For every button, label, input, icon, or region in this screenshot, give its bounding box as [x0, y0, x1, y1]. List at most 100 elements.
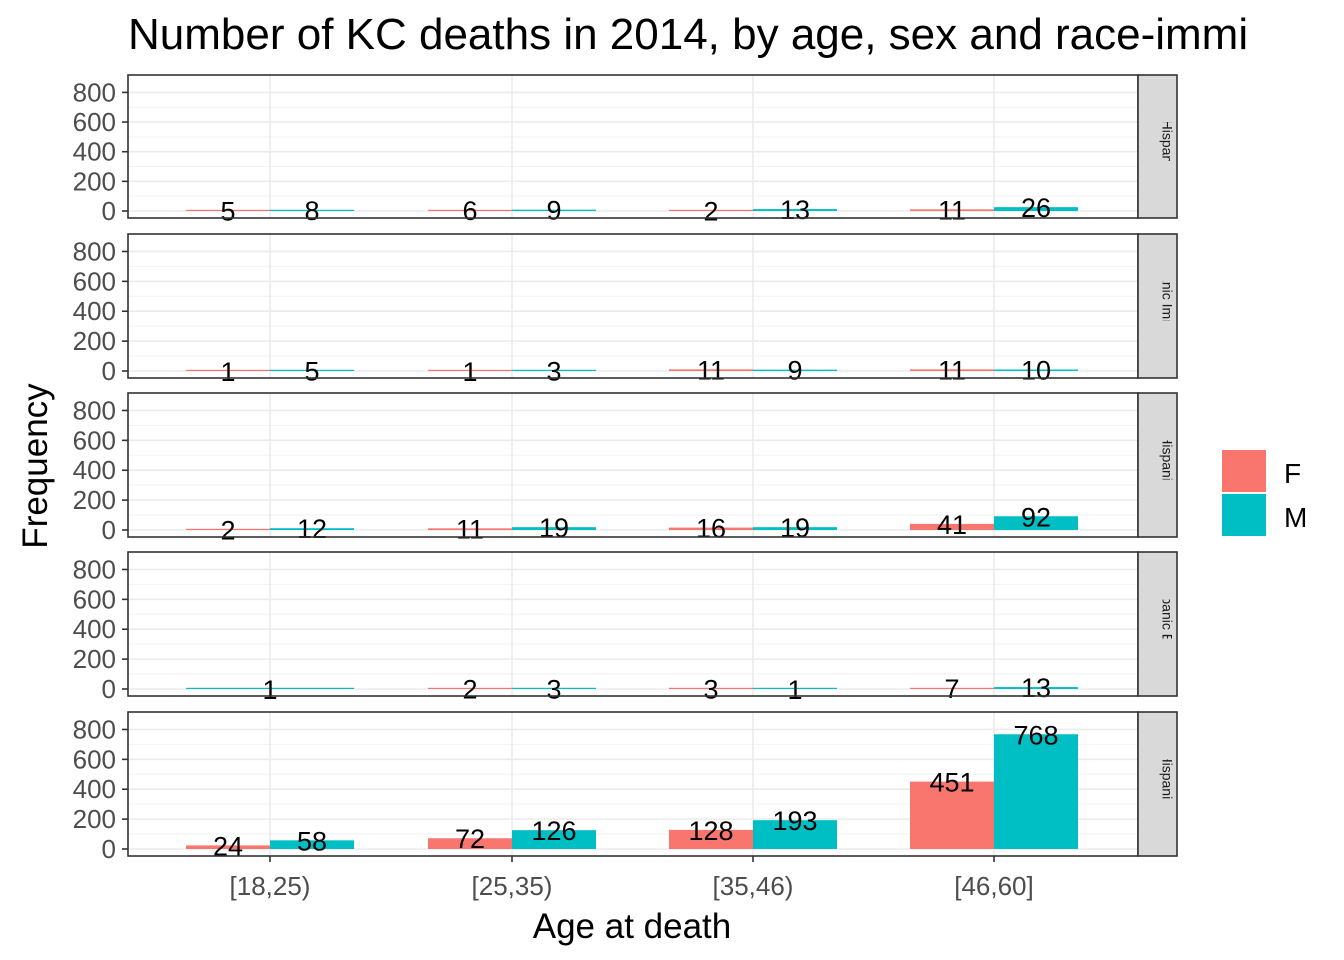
data-label: 41 [937, 510, 967, 540]
data-label: 19 [780, 513, 810, 543]
x-tick-label: [35,46) [713, 871, 794, 901]
bar-m [270, 840, 354, 849]
y-tick-label: 0 [102, 515, 116, 545]
y-tick-label: 200 [73, 644, 116, 674]
y-tick-label: 200 [73, 485, 116, 515]
data-label: 8 [304, 196, 319, 226]
data-label: 2 [703, 197, 718, 227]
y-tick-label: 800 [73, 236, 116, 266]
y-tick-label: 600 [73, 107, 116, 137]
bar-f [910, 369, 994, 371]
bar-m [512, 369, 596, 371]
facet-strip [1137, 74, 1178, 219]
bar-f [428, 369, 512, 371]
bar-f [669, 369, 753, 371]
bar-m [512, 830, 596, 849]
facet-strip-label: Hispanic [1160, 120, 1176, 174]
y-tick-label: 0 [102, 834, 116, 864]
legend-key-f [1222, 450, 1266, 492]
bar-m [512, 209, 596, 211]
bar-f [428, 209, 512, 211]
y-tick-label: 200 [73, 326, 116, 356]
y-tick-label: 200 [73, 804, 116, 834]
data-label: 1 [220, 357, 235, 387]
bar-f [669, 527, 753, 530]
legend-key-m [1222, 494, 1266, 536]
bar-f [186, 528, 270, 530]
chart-title: Number of KC deaths in 2014, by age, sex… [128, 10, 1249, 59]
data-label: 128 [688, 816, 733, 846]
y-axis-title: Frequency [16, 383, 55, 549]
x-axis-title: Age at death [533, 907, 732, 946]
data-label: 3 [546, 357, 561, 387]
bar-m [270, 209, 354, 211]
bar-m [186, 687, 354, 689]
y-tick-label: 600 [73, 744, 116, 774]
data-label: 2 [220, 516, 235, 546]
facet-strip [1137, 392, 1178, 538]
x-tick-label: [25,35) [472, 871, 553, 901]
facet-strip-label: Non-Hispanic White [1160, 722, 1176, 846]
data-label: 19 [539, 513, 569, 543]
facet-strip [1137, 711, 1178, 857]
legend-label: M [1284, 502, 1307, 533]
bar-f [910, 209, 994, 211]
data-label: 193 [772, 806, 817, 836]
data-label: 1 [262, 675, 277, 705]
bar-m [753, 820, 837, 849]
y-tick-label: 400 [73, 137, 116, 167]
data-label: 92 [1021, 502, 1051, 532]
panel-background [128, 234, 1138, 378]
bar-f [186, 209, 270, 211]
panel-background [128, 75, 1138, 218]
data-label: 12 [297, 514, 327, 544]
y-tick-label: 400 [73, 614, 116, 644]
data-label: 10 [1021, 356, 1051, 386]
facet-strip-label: Hispanic Immigrant [1160, 246, 1176, 366]
y-tick-label: 600 [73, 584, 116, 614]
data-label: 16 [696, 514, 726, 544]
bar-f [669, 687, 753, 689]
bar-f [186, 845, 270, 849]
y-tick-label: 400 [73, 296, 116, 326]
bar-m [753, 687, 837, 689]
data-label: 451 [929, 768, 974, 798]
bar-m [994, 516, 1078, 530]
data-label: 72 [455, 824, 485, 854]
data-label: 768 [1013, 720, 1058, 750]
data-label: 5 [220, 196, 235, 226]
facet-strip-label: Non-Hispanic Black [1160, 404, 1176, 527]
bar-m [270, 369, 354, 371]
bar-f [186, 369, 270, 371]
bar-f [428, 528, 512, 530]
data-label: 6 [462, 196, 477, 226]
facet-strip-label: Non-Hispanic Black Immi [1160, 546, 1176, 702]
bar-f [910, 523, 994, 530]
y-tick-label: 200 [73, 166, 116, 196]
bar-m [753, 527, 837, 530]
data-label: 7 [944, 674, 959, 704]
y-tick-label: 800 [73, 554, 116, 584]
bar-m [994, 734, 1078, 849]
data-label: 3 [546, 675, 561, 705]
facet-strip [1137, 551, 1178, 697]
data-label: 1 [787, 675, 802, 705]
bar-m [512, 687, 596, 689]
y-tick-label: 400 [73, 455, 116, 485]
x-tick-label: [18,25) [230, 871, 311, 901]
data-label: 2 [462, 675, 477, 705]
y-tick-label: 800 [73, 395, 116, 425]
data-label: 11 [938, 355, 966, 385]
panel-background [128, 393, 1138, 537]
data-label: 9 [787, 356, 802, 386]
data-label: 1 [462, 357, 477, 387]
y-tick-label: 0 [102, 196, 116, 226]
y-tick-label: 600 [73, 266, 116, 296]
bar-f [910, 781, 994, 849]
data-label: 9 [546, 196, 561, 226]
y-tick-label: 800 [73, 714, 116, 744]
bar-m [512, 527, 596, 530]
data-label: 11 [456, 514, 484, 544]
data-label: 13 [1021, 673, 1051, 703]
